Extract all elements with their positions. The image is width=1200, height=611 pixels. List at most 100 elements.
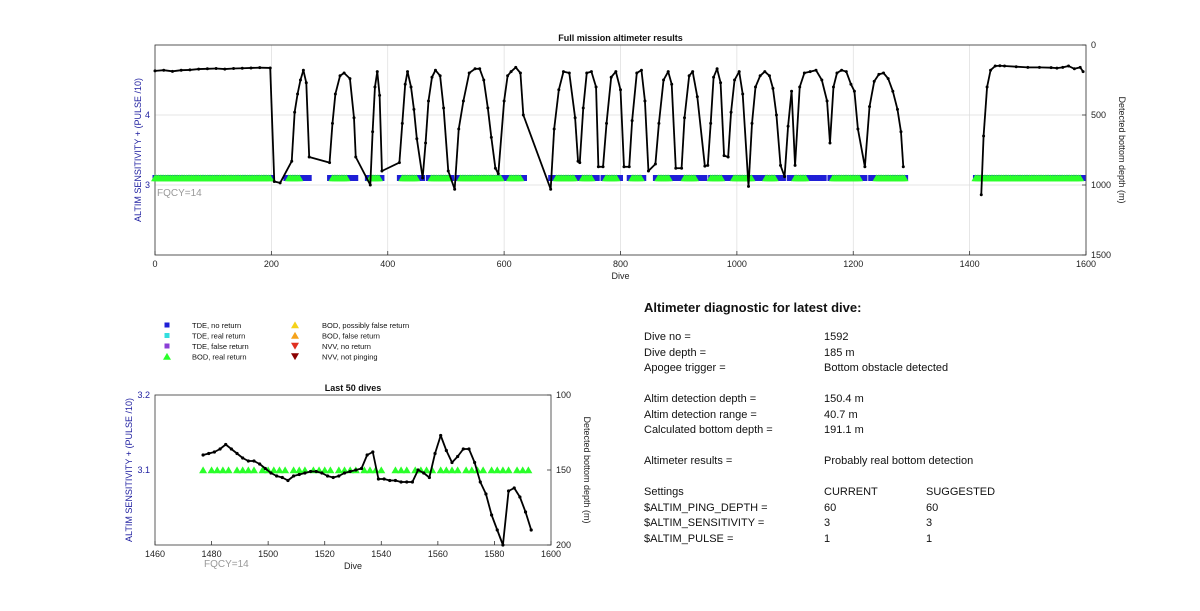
bod-real-return-marker [238, 466, 247, 474]
depth-line-segment [857, 128, 866, 167]
bottom-depth-series [153, 64, 1085, 197]
depth-line-segment [982, 86, 988, 137]
depth-point [670, 82, 674, 86]
depth-point [753, 85, 757, 89]
depth-point [307, 155, 311, 159]
depth-point [653, 162, 657, 166]
depth-point [378, 93, 382, 97]
depth-line-segment [308, 156, 330, 164]
depth-point [514, 65, 518, 69]
depth-line-segment [490, 514, 499, 531]
depth-line-segment [482, 79, 489, 109]
depth-line-segment [790, 91, 796, 166]
fqcy-annotation: FQCY=14 [204, 559, 249, 570]
depth-line-segment [290, 112, 296, 162]
depth-line-segment [328, 123, 334, 163]
setting-name: $ALTIM_SENSITIVITY = [644, 517, 765, 529]
depth-point [328, 161, 332, 165]
tde-no-return-marker [728, 175, 734, 181]
depth-point [263, 466, 267, 471]
depth-line-segment [428, 453, 436, 478]
depth-line-segment [590, 71, 597, 88]
depth-point [373, 85, 377, 89]
bod-real-return-marker [664, 174, 673, 182]
tde-no-return-marker [810, 175, 816, 181]
setting-current: 1 [824, 532, 831, 545]
depth-line-segment [427, 77, 433, 102]
depth-point [985, 85, 989, 89]
tde-no-return-marker [818, 175, 824, 181]
depth-line-segment [568, 72, 577, 118]
depth-point [729, 110, 733, 114]
depth-line-segment [447, 170, 456, 190]
depth-line-segment [434, 435, 442, 454]
depth-point [406, 70, 410, 74]
depth-point [241, 456, 245, 460]
bod-real-return-marker [244, 466, 253, 474]
depth-line-segment [478, 68, 485, 81]
depth-line-segment [522, 114, 552, 190]
depth-line-segment [602, 123, 608, 167]
depth-point [1003, 64, 1007, 68]
bod-real-return-marker [1076, 174, 1085, 182]
setting-name: $ALTIM_PING_DEPTH = [644, 501, 768, 514]
suggested-header: SUGGESTED [926, 486, 996, 498]
bod-real-return-marker [224, 466, 233, 474]
depth-point [371, 450, 375, 454]
depth-point [585, 71, 589, 75]
chart-title: Last 50 dives [325, 383, 382, 393]
settings-header-row: Settings CURRENT SUGGESTED [644, 486, 1164, 502]
x-tick-label: 1500 [258, 549, 278, 559]
depth-point [1061, 65, 1065, 69]
depth-point [338, 74, 342, 78]
dive-no-label: Dive no = [644, 331, 691, 343]
depth-line-segment [794, 86, 801, 166]
depth-point [229, 447, 233, 451]
depth-point [412, 107, 416, 111]
legend-marker [164, 333, 170, 338]
depth-point [802, 71, 806, 75]
bod-real-return-marker [504, 466, 513, 474]
depth-line-segment [486, 107, 493, 138]
depth-line-segment [305, 82, 311, 158]
depth-point [899, 130, 903, 134]
setting-row: $ALTIM_PING_DEPTH = 60 60 [644, 502, 1164, 518]
depth-point [506, 489, 511, 493]
setting-row: $ALTIM_PULSE = 1 1 [644, 533, 1164, 549]
depth-point [246, 459, 250, 463]
tde-no-return-marker [699, 175, 705, 181]
bod-real-return-marker [524, 466, 533, 474]
legend-marker [291, 342, 299, 350]
depth-point [767, 74, 771, 78]
bod-real-return-marker [516, 174, 525, 182]
depth-line-segment [614, 71, 622, 91]
depth-line-segment [293, 93, 299, 113]
depth-line-segment [845, 71, 852, 85]
depth-point [814, 68, 818, 72]
x-tick-label: 400 [380, 259, 395, 269]
depth-point [258, 462, 262, 466]
depth-point [825, 99, 829, 103]
depth-point [706, 163, 710, 167]
tde-no-return-marker [871, 175, 877, 181]
bod-real-return-marker [391, 466, 400, 474]
bod-real-return-marker [300, 466, 309, 474]
bod-real-return-marker [436, 466, 445, 474]
depth-point [461, 99, 465, 103]
settings-label: Settings [644, 486, 684, 498]
depth-point [695, 95, 699, 99]
depth-line-segment [631, 72, 638, 121]
depth-point [331, 475, 335, 480]
depth-line-segment [502, 490, 510, 546]
depth-line-segment [331, 93, 337, 124]
x-tick-label: 1520 [315, 549, 335, 559]
depth-point [589, 70, 593, 74]
x-tick-label: 1540 [371, 549, 391, 559]
tde-no-return-marker [574, 175, 580, 181]
depth-point [719, 81, 723, 85]
dive-no-row: Dive no = 1592 [644, 331, 1164, 347]
x-tick-label: 1580 [484, 549, 504, 559]
diagnostic-title: Altimeter diagnostic for latest dive: [644, 300, 862, 315]
depth-point [506, 74, 510, 78]
x-tick-label: 0 [152, 259, 157, 269]
